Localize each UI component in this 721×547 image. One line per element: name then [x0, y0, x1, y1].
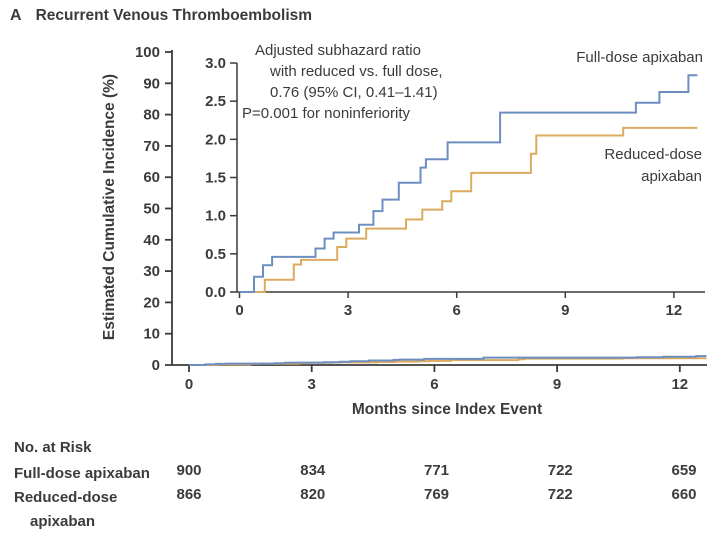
inset-curve-full-dose: [239, 74, 698, 293]
main-y-tick-label: 100: [135, 44, 160, 61]
at-risk-value: 660: [671, 486, 697, 503]
main-x-tick-label: 9: [553, 376, 561, 393]
at-risk-value: 834: [300, 462, 326, 479]
main-x-tick-label: 3: [308, 376, 316, 393]
inset-x-tick-label: 3: [344, 302, 352, 319]
figure-title-row: A Recurrent Venous Thromboembolism: [10, 7, 312, 25]
panel-letter: A: [10, 7, 22, 24]
at-risk-value: 771: [423, 462, 450, 479]
subhazard-annotation: Adjusted subhazard ratio with reduced vs…: [242, 40, 443, 124]
at-risk-value: 722: [547, 486, 573, 503]
main-y-tick-label: 60: [143, 169, 160, 186]
inset-x-tick-label: 0: [235, 302, 243, 319]
annotation-line: 0.76 (95% CI, 0.41–1.41): [270, 84, 438, 101]
main-y-tick-label: 40: [143, 232, 160, 249]
inset-curve-reduced-dose: [239, 126, 698, 293]
main-y-tick-label: 10: [143, 326, 160, 343]
legend-full-dose-label: Full-dose apixaban: [576, 49, 703, 66]
inset-y-tick-label: 1.0: [205, 208, 226, 225]
inset-x-tick-label: 9: [561, 302, 569, 319]
annotation-line: Adjusted subhazard ratio: [255, 42, 421, 59]
at-risk-value: 866: [176, 486, 202, 503]
main-x-tick-label: 6: [430, 376, 438, 393]
at-risk-row-label-full-dose: Full-dose apixaban: [14, 465, 150, 482]
at-risk-value: 900: [176, 462, 202, 479]
annotation-line: with reduced vs. full dose,: [270, 63, 443, 80]
legend-reduced-dose-label: Reduced-dose apixaban: [604, 146, 702, 185]
inset-x-tick-label: 12: [666, 302, 683, 319]
figure-title: Recurrent Venous Thromboembolism: [35, 7, 313, 24]
at-risk-row-label-reduced-dose: Reduced-dose apixaban: [14, 489, 118, 530]
main-y-tick-label: 50: [143, 201, 160, 218]
main-y-tick-label: 30: [143, 263, 160, 280]
inset-y-tick-label: 1.5: [205, 170, 226, 187]
at-risk-title: No. at Risk: [14, 439, 92, 456]
inset-x-tick-label: 6: [453, 302, 461, 319]
main-y-tick-label: 80: [143, 107, 160, 124]
at-risk-value: 659: [671, 462, 697, 479]
main-curve-full-dose: [189, 355, 707, 366]
main-y-tick-label: 70: [143, 138, 160, 155]
at-risk-row-values-full-dose: 900 834 771 722 659: [159, 462, 714, 479]
at-risk-row-values-reduced-dose: 866 820 769 722 660: [159, 486, 714, 503]
at-risk-value: 820: [300, 486, 326, 503]
main-x-tick-label: 12: [671, 376, 688, 393]
x-axis-label: Months since Index Event: [351, 401, 543, 418]
main-y-tick-label: 90: [143, 75, 160, 92]
main-x-tick-label: 0: [185, 376, 193, 393]
inset-y-tick-label: 0.0: [205, 284, 226, 301]
inset-y-tick-label: 0.5: [205, 246, 226, 263]
inset-y-tick-label: 2.5: [205, 93, 226, 110]
inset-y-tick-label: 2.0: [205, 131, 226, 148]
at-risk-value: 769: [423, 486, 450, 503]
at-risk-value: 722: [547, 462, 573, 479]
main-y-tick-label: 20: [143, 294, 160, 311]
inset-y-tick-label: 3.0: [205, 55, 226, 72]
annotation-line: P=0.001 for noninferiority: [242, 105, 411, 122]
main-y-tick-label: 0: [152, 357, 160, 374]
